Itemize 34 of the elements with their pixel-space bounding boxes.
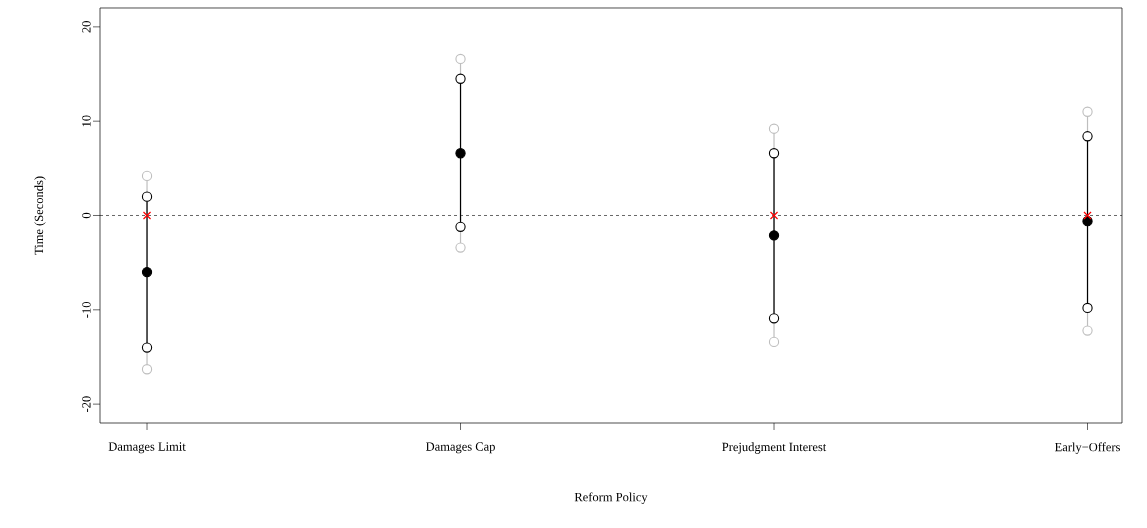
x-tick-label: Early−Offers: [1054, 442, 1120, 454]
point: [1082, 216, 1093, 227]
point: [1083, 211, 1092, 220]
y-tick-label: 0: [82, 212, 91, 219]
point: [141, 170, 153, 182]
point: [769, 211, 779, 220]
point: [455, 148, 466, 159]
point: [768, 336, 780, 348]
point: [455, 221, 466, 232]
y-tick-label: -10: [82, 301, 91, 318]
point: [768, 123, 780, 134]
x-tick-label: Damages Cap: [426, 442, 495, 454]
point: [455, 53, 466, 65]
point: [142, 211, 152, 220]
point: [768, 148, 780, 159]
point: [768, 230, 780, 241]
point: [455, 73, 466, 84]
y-tick-label: 20: [82, 21, 91, 33]
point: [455, 242, 466, 253]
point: [1082, 302, 1093, 314]
point: [1082, 325, 1093, 336]
y-tick-label: 10: [82, 115, 91, 127]
point: [1082, 106, 1093, 117]
x-tick-label: Prejudgment Interest: [722, 442, 827, 454]
x-axis-title: Reform Policy: [574, 492, 648, 504]
point: [141, 364, 153, 375]
y-tick-label: -20: [82, 396, 91, 412]
point: [141, 266, 153, 278]
point: [141, 342, 153, 353]
point: [1082, 131, 1093, 142]
point: [141, 191, 153, 202]
point: [768, 313, 780, 324]
x-tick-label: Damages Limit: [108, 442, 186, 454]
y-axis-title: Time (Seconds): [34, 176, 46, 255]
